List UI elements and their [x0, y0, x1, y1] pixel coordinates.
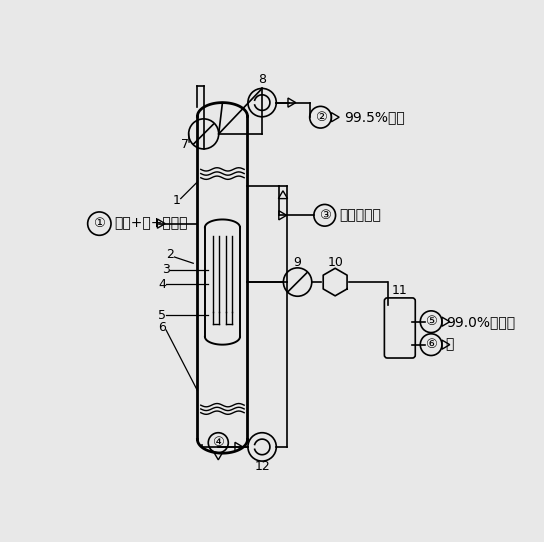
- Text: 9: 9: [294, 256, 301, 269]
- Text: 99.5%乙醇: 99.5%乙醇: [344, 110, 405, 124]
- Text: 水: 水: [446, 338, 454, 352]
- Text: 6: 6: [158, 321, 166, 334]
- Text: 10: 10: [327, 256, 343, 269]
- Text: ①: ①: [94, 217, 106, 230]
- Text: ④: ④: [212, 436, 224, 449]
- Text: 3: 3: [162, 263, 170, 276]
- Text: 99.0%异丙苯: 99.0%异丙苯: [446, 315, 515, 328]
- Text: ②: ②: [314, 111, 326, 124]
- Text: 改性萃取剂: 改性萃取剂: [339, 208, 381, 222]
- Text: 11: 11: [392, 284, 407, 297]
- Text: 乙醇+水+异丙苯: 乙醇+水+异丙苯: [114, 217, 188, 231]
- Text: 5: 5: [158, 309, 166, 322]
- Text: 12: 12: [254, 460, 270, 473]
- Text: 7: 7: [181, 138, 189, 151]
- Text: ⑥: ⑥: [425, 338, 437, 351]
- Text: 4: 4: [158, 278, 166, 291]
- Text: 1: 1: [172, 194, 181, 207]
- Text: 2: 2: [166, 248, 174, 261]
- Text: ⑤: ⑤: [425, 315, 437, 328]
- Text: 8: 8: [258, 73, 266, 86]
- Text: ③: ③: [319, 209, 331, 222]
